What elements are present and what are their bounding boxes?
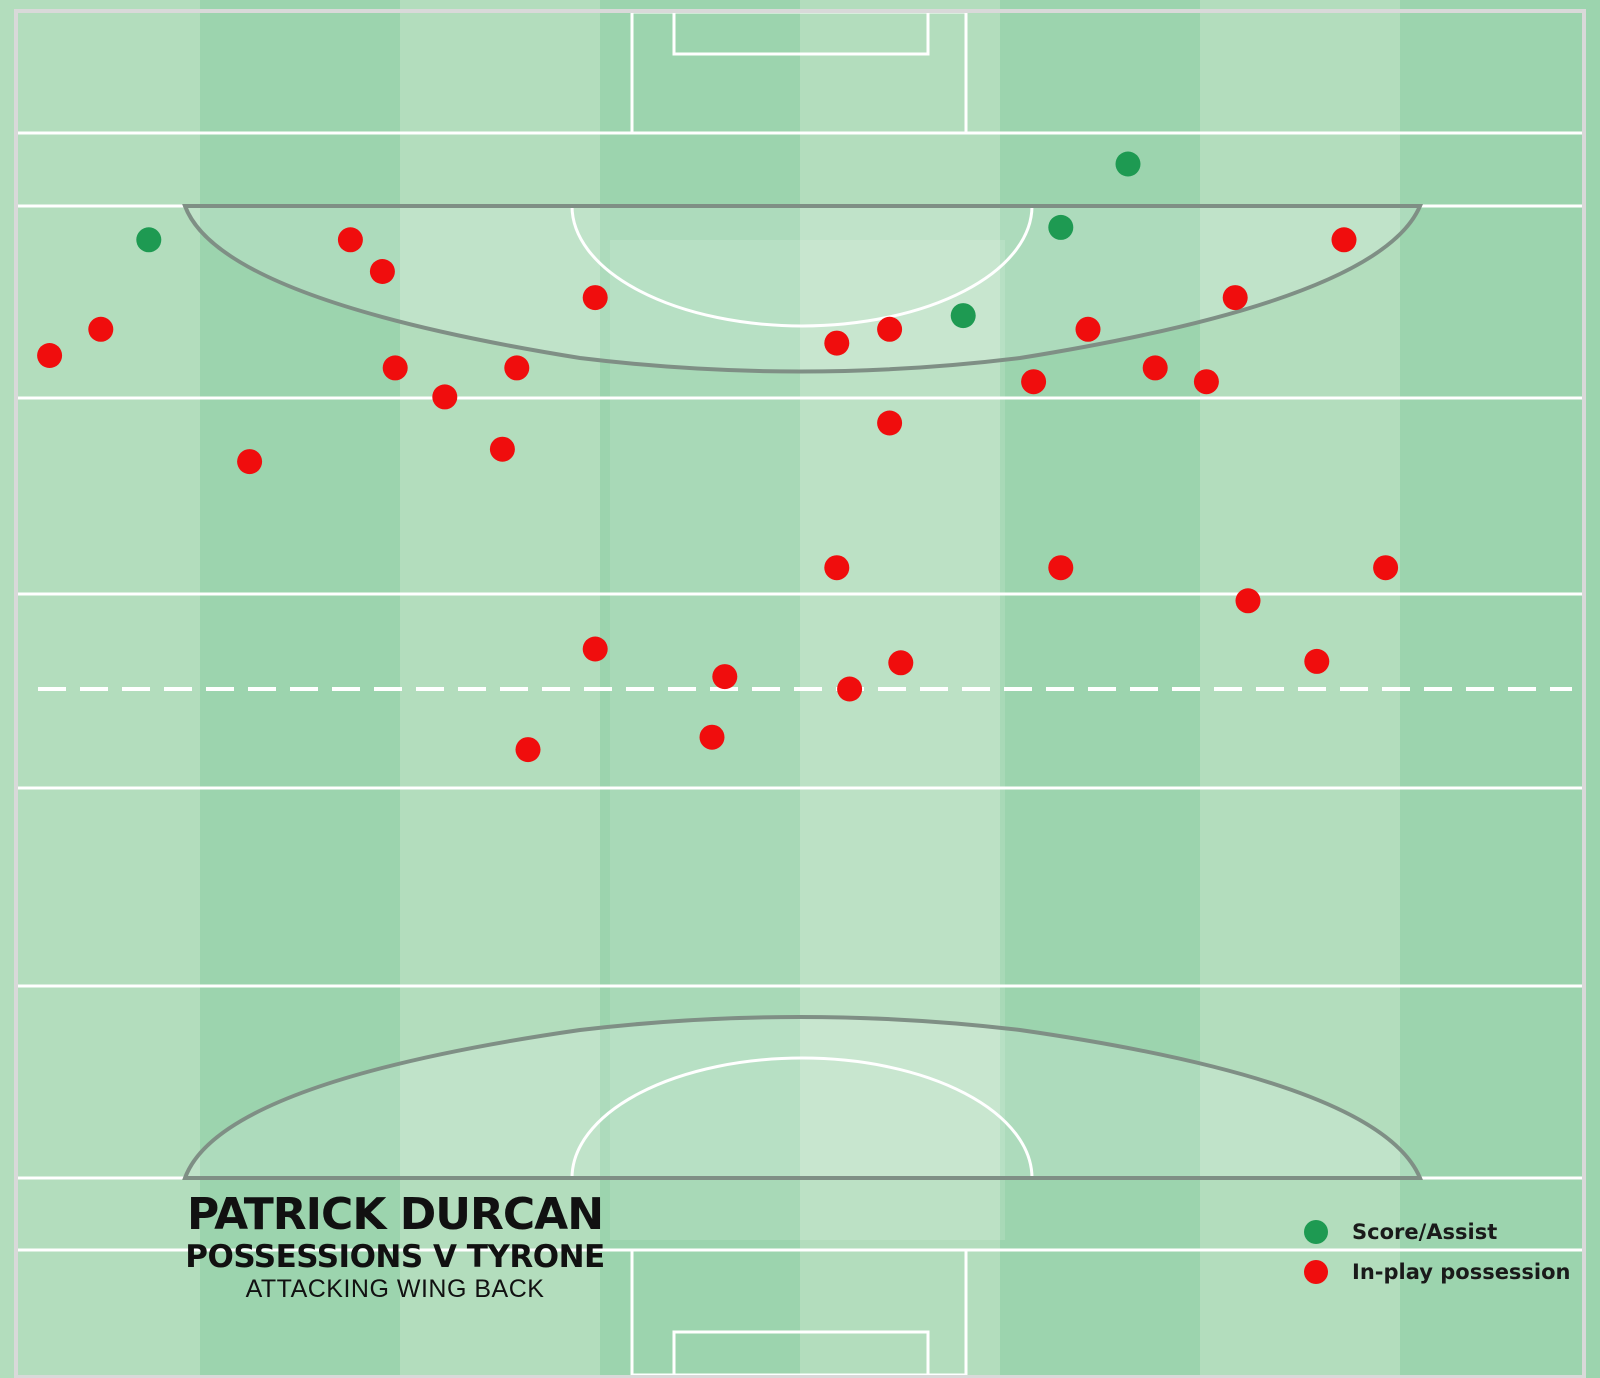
possession-point-20 [1048, 555, 1074, 581]
possession-point-16 [1222, 285, 1248, 311]
legend-score-label: Score/Assist [1352, 1220, 1498, 1244]
pitch-border [14, 9, 1586, 1378]
legend-item-possession: In-play possession [1304, 1252, 1571, 1292]
possession-point-1 [369, 259, 395, 284]
possession-point-28 [699, 724, 725, 750]
legend: Score/Assist In-play possession [1304, 1212, 1571, 1292]
possession-point-9 [237, 449, 263, 475]
player-name: PATRICK DURCAN [186, 1189, 604, 1240]
possession-point-7 [432, 384, 458, 410]
possession-point-4 [37, 343, 63, 368]
possession-point-8 [489, 436, 515, 462]
title-block: PATRICK DURCAN POSSESSIONS V TYRONE ATTA… [160, 1190, 630, 1304]
bottom-semicircle [570, 1056, 1034, 1179]
possession-point-15 [1193, 369, 1219, 395]
legend-possession-dot [1304, 1260, 1328, 1284]
possession-point-17 [1331, 227, 1357, 253]
top-arc-zone [182, 204, 1424, 374]
score-point-1 [1115, 151, 1141, 177]
center-watermark-band [610, 240, 1005, 1240]
legend-item-score: Score/Assist [1304, 1212, 1571, 1252]
possession-point-26 [888, 650, 914, 676]
possession-point-24 [582, 636, 608, 662]
top-semicircle [570, 205, 1034, 328]
score-point-0 [136, 227, 162, 253]
score-point-3 [950, 303, 976, 329]
possession-point-12 [1075, 316, 1101, 342]
pitch-markings [14, 9, 1586, 1378]
possession-point-23 [1304, 648, 1330, 674]
possession-point-3 [88, 316, 114, 342]
legend-score-dot [1304, 1220, 1328, 1244]
chart-subtitle: POSSESSIONS V TYRONE [185, 1239, 605, 1275]
possession-point-11 [877, 316, 903, 342]
possession-point-0 [337, 227, 363, 253]
bottom-small-rectangle [672, 1330, 930, 1378]
possession-point-19 [824, 555, 850, 581]
possession-point-18 [877, 410, 903, 436]
possession-point-22 [1235, 588, 1261, 614]
score-point-2 [1048, 214, 1074, 240]
possession-point-21 [1373, 555, 1399, 581]
possession-point-6 [504, 355, 530, 381]
player-role: ATTACKING WING BACK [245, 1275, 545, 1303]
possession-point-25 [712, 664, 738, 690]
bottom-arc-zone [182, 1015, 1424, 1180]
possession-point-14 [1142, 355, 1168, 381]
possession-point-29 [515, 737, 541, 763]
possession-point-5 [382, 355, 408, 381]
possession-point-27 [837, 676, 863, 702]
possession-point-2 [582, 285, 608, 311]
possession-point-10 [824, 330, 850, 356]
possession-point-13 [1021, 369, 1047, 395]
legend-possession-label: In-play possession [1352, 1260, 1571, 1284]
data-points [37, 151, 1399, 763]
